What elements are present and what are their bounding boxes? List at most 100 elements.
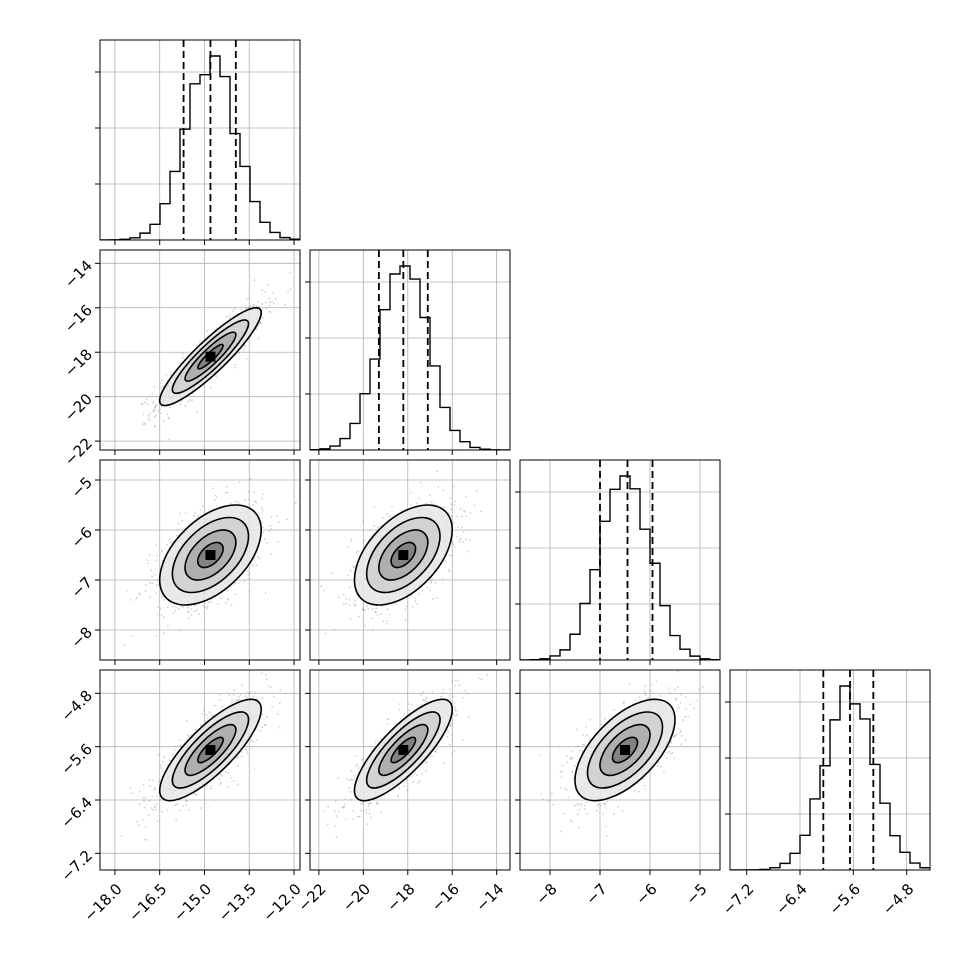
scatter-point — [596, 809, 598, 812]
scatter-point — [238, 695, 240, 698]
scatter-point — [334, 800, 337, 803]
scatter-point — [456, 535, 459, 538]
scatter-point — [257, 728, 259, 731]
scatter-point — [243, 348, 246, 351]
scatter-point — [159, 407, 161, 410]
scatter-point — [356, 816, 359, 818]
scatter-point — [147, 813, 150, 816]
scatter-point — [476, 490, 478, 492]
scatter-point — [225, 602, 228, 605]
scatter-point — [196, 410, 198, 413]
scatter-point — [286, 518, 288, 521]
scatter-point — [258, 557, 261, 560]
scatter-point — [411, 704, 413, 706]
scatter-point — [444, 560, 447, 563]
scatter-point — [388, 613, 391, 616]
scatter-point — [442, 489, 445, 492]
scatter-point — [326, 823, 329, 826]
scatter-point — [264, 724, 267, 727]
scatter-point — [450, 723, 453, 726]
scatter-point — [676, 707, 679, 710]
scatter-point — [187, 400, 190, 403]
scatter-point — [142, 818, 145, 821]
scatter-point — [578, 826, 581, 829]
scatter-point — [376, 803, 379, 806]
scatter-point — [172, 612, 175, 614]
scatter-point — [120, 835, 123, 837]
scatter-point — [196, 515, 199, 518]
scatter-point — [165, 374, 168, 376]
scatter-point — [235, 500, 237, 503]
scatter-point — [348, 598, 351, 601]
scatter-point — [448, 554, 451, 557]
scatter-point — [202, 505, 204, 508]
scatter-point — [175, 606, 177, 609]
scatter-point — [451, 722, 454, 724]
scatter-point — [247, 306, 250, 309]
scatter-point — [289, 288, 292, 290]
scatter-point — [260, 672, 263, 675]
scatter-point — [645, 694, 647, 697]
scatter-point — [143, 800, 145, 802]
scatter-point — [289, 271, 292, 274]
scatter-point — [262, 531, 265, 534]
scatter-point — [389, 515, 391, 518]
scatter-point — [435, 597, 438, 600]
scatter-point — [236, 757, 238, 759]
scatter-point — [255, 739, 258, 741]
scatter-point — [268, 297, 271, 300]
panel-frame — [309, 459, 511, 661]
scatter-point — [361, 801, 364, 804]
panel-frame — [99, 669, 301, 871]
scatter-point — [679, 730, 682, 733]
scatter-point — [410, 504, 413, 506]
scatter-point — [418, 497, 421, 500]
scatter-point — [185, 720, 188, 722]
scatter-point — [138, 592, 141, 595]
scatter-point — [240, 684, 243, 687]
scatter-point — [454, 714, 457, 717]
scatter-point — [362, 810, 365, 812]
scatter-point — [323, 810, 326, 813]
histogram-2 — [520, 475, 720, 660]
scatter-point — [463, 509, 465, 512]
scatter-point — [154, 573, 157, 576]
scatter-point — [358, 815, 361, 818]
scatter-point — [230, 701, 233, 704]
scatter-point — [412, 605, 415, 608]
x-tick-label: −20 — [339, 880, 374, 915]
scatter-point — [418, 780, 421, 782]
contour-3 — [353, 698, 454, 802]
scatter-point — [679, 731, 682, 734]
density-peak — [398, 550, 409, 560]
scatter-point — [252, 695, 255, 698]
scatter-point — [268, 310, 271, 313]
scatter-point — [253, 491, 256, 494]
scatter-point — [209, 386, 212, 389]
scatter-point — [252, 504, 255, 506]
scatter-point — [182, 606, 185, 609]
contour-1 — [378, 723, 429, 777]
scatter-point — [234, 363, 237, 366]
scatter-point — [143, 401, 146, 404]
scatter-point — [362, 609, 365, 611]
scatter-point — [215, 496, 218, 499]
scatter-point — [219, 698, 222, 701]
scatter-point — [129, 598, 132, 601]
scatter-point — [174, 609, 177, 612]
scatter-point — [202, 604, 204, 607]
scatter-point — [363, 539, 366, 542]
hist-panel-2 — [515, 459, 721, 665]
y-tick-label: −7.2 — [58, 847, 96, 885]
scatter-point — [369, 816, 372, 819]
scatter-point — [480, 678, 483, 681]
scatter-point — [265, 307, 268, 309]
scatter-point — [155, 634, 158, 637]
scatter-point — [271, 300, 273, 303]
panel-frame — [309, 249, 511, 451]
scatter-point — [219, 773, 222, 776]
scatter-point — [206, 605, 209, 608]
scatter-point — [357, 550, 360, 553]
scatter-point — [277, 540, 279, 543]
scatter-point — [247, 573, 250, 576]
